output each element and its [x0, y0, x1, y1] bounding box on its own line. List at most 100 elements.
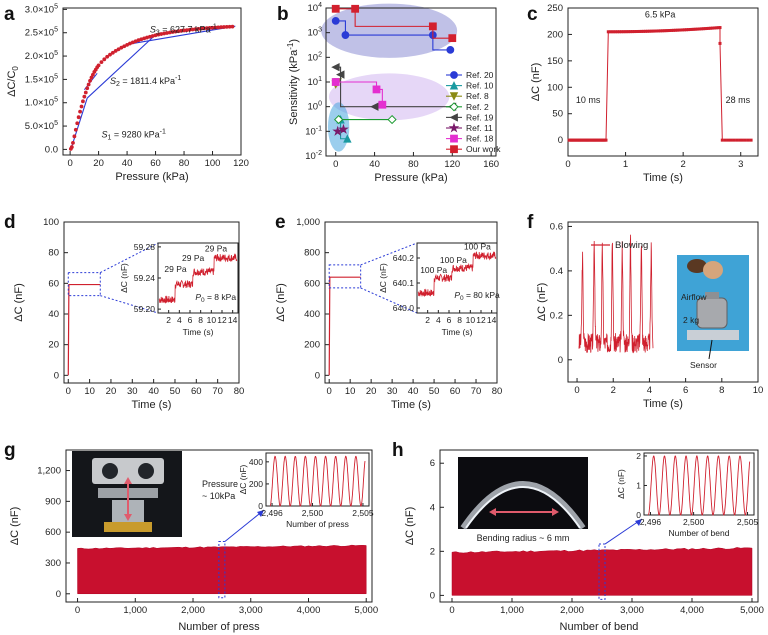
f-photo-weight-top [705, 292, 719, 299]
c-data-point [649, 29, 653, 33]
c-data-point [712, 26, 716, 30]
e-inset-xtick-label: 10 [466, 315, 476, 325]
e-inset-xtick-label: 14 [487, 315, 497, 325]
f-photo-sensor-plate [687, 330, 739, 340]
b-data-point [343, 134, 352, 143]
c-data-point [634, 30, 638, 34]
h-photo-arrowhead-left [489, 508, 496, 516]
g-inset-ylabel: ΔC (nF) [238, 464, 248, 494]
b-legend-marker [449, 113, 458, 122]
a-data-point [96, 63, 101, 68]
a-data-point [162, 31, 167, 36]
e-inset-xtick-label: 6 [447, 315, 452, 325]
e-inset-ylabel: ΔC (nF) [378, 263, 388, 293]
c-data-point [631, 30, 635, 34]
a-data-point [86, 82, 91, 87]
c-data-point [670, 28, 674, 32]
d-xtick-label: 0 [66, 386, 71, 397]
c-data-point [636, 29, 640, 33]
a-data-point [81, 99, 85, 104]
f-legend-label: Blowing [615, 240, 648, 251]
d-inset-base-value: = 8 kPa [205, 292, 237, 302]
b-data-point [378, 100, 387, 109]
e-xtick-label: 30 [387, 386, 398, 397]
panel-c: c 0 1 2 3 Time (s) 0 50 100 150 200 250 ΔC (nF) 6.5 k… [527, 3, 759, 184]
b-xlabel: Pressure (kPa) [374, 172, 447, 184]
c-data-point [619, 30, 623, 34]
b-ytick-exp: 4 [318, 2, 322, 9]
c-xtick-label: 1 [623, 159, 628, 170]
c-series-line [569, 27, 752, 141]
a-data-point [122, 44, 127, 49]
e-panel-letter: e [275, 212, 286, 233]
c-ytick-label: 150 [547, 56, 563, 67]
c-data-point [675, 28, 679, 32]
g-photo-hole-left [102, 463, 118, 479]
h-zoom-arrow [604, 518, 643, 545]
a-annotation: S2 = 1811.4 kPa-1 [110, 75, 181, 88]
e-inset-series-line [417, 251, 497, 297]
c-data-point [694, 27, 698, 31]
c-data-point [666, 29, 670, 33]
d-inset-xtick-label: 2 [166, 315, 171, 325]
a-data-point [76, 115, 81, 120]
c-data-point [683, 28, 687, 32]
c-data-point [718, 26, 722, 30]
e-inset-annotation: 100 Pa [464, 241, 491, 251]
d-inset-base-label: P0 = 8 kPa [195, 292, 236, 304]
a-data-point [119, 45, 124, 50]
b-data-point [428, 22, 437, 31]
c-ytick-label: 50 [552, 109, 563, 120]
h-xtick-label: 5,000 [740, 605, 764, 616]
a-data-point [210, 25, 215, 30]
a-data-point [230, 24, 235, 29]
h-inset-ytick-label: 1 [636, 480, 641, 490]
g-photo [72, 451, 182, 537]
h-inset-ylabel: ΔC (nF) [616, 469, 626, 499]
h-panel-letter: h [392, 440, 404, 461]
c-data-point [716, 26, 720, 30]
d-ytick-label: 20 [48, 340, 59, 351]
b-data-point [341, 31, 350, 39]
c-data-point [711, 26, 715, 30]
b-data-point [372, 85, 381, 94]
a-ytick-label: 2.5×105 [25, 27, 58, 39]
h-photo-label: Bending radius ~ 6 mm [477, 533, 570, 543]
e-ytick-label: 0 [315, 370, 320, 381]
a-data-point [213, 25, 218, 30]
h-xtick-label: 1,000 [500, 605, 524, 616]
b-legend-label: Ref. 8 [466, 91, 489, 101]
c-data-point [714, 26, 718, 30]
a-xtick-label: 80 [179, 158, 190, 169]
f-ylabel: ΔC (nF) [536, 283, 548, 322]
g-zoom-arrow [224, 509, 265, 542]
c-data-point [692, 27, 696, 31]
c-data-point [614, 30, 618, 34]
b-xtick-label: 40 [369, 159, 380, 170]
h-ytick-label: 4 [430, 502, 435, 513]
a-data-point [108, 52, 112, 57]
c-data-point [640, 29, 644, 33]
a-data-point [75, 121, 80, 126]
a-data-point [150, 34, 155, 38]
e-inset-xtick-label: 4 [436, 315, 441, 325]
f-xtick-label: 6 [683, 385, 688, 396]
g-ytick-label: 900 [45, 496, 61, 507]
g-panel-letter: g [4, 440, 16, 461]
a-xtick-label: 0 [67, 158, 72, 169]
c-data-point [662, 29, 666, 33]
a-ytick-exp: 5 [54, 3, 58, 10]
c-ytick-label: 0 [558, 135, 563, 146]
h-xtick-label: 3,000 [620, 605, 644, 616]
c-data-point [690, 27, 694, 31]
h-photo-bent-film [460, 481, 586, 530]
a-ytick-label: 3.0×105 [25, 3, 58, 15]
b-legend-label: Ref. 20 [466, 70, 494, 80]
d-xtick-label: 80 [234, 386, 245, 397]
g-xtick-label: 2,000 [181, 605, 205, 616]
a-ytick-exp: 5 [54, 27, 58, 34]
g-ytick-label: 1,200 [37, 466, 61, 477]
d-xtick-label: 20 [106, 386, 117, 397]
b-legend-marker [450, 134, 458, 143]
